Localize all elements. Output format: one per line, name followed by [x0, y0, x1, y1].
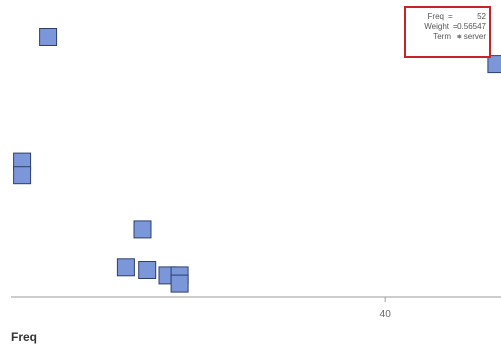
data-point[interactable]	[13, 166, 32, 185]
data-point[interactable]	[133, 220, 152, 239]
tooltip-term-value: + server	[456, 32, 486, 41]
data-point[interactable]	[138, 261, 157, 279]
tooltip-term-key: Term	[433, 32, 451, 41]
tooltip-freq-key: Freq	[427, 12, 444, 21]
x-axis: 40	[11, 296, 501, 320]
point-tooltip: Freq = 52 Weight = 0.56547 Term = + serv…	[404, 6, 491, 58]
points-layer	[13, 28, 501, 293]
data-point[interactable]	[487, 55, 501, 74]
tooltip-row-term: Term = + server	[433, 32, 486, 41]
x-tick-label: 40	[380, 309, 392, 320]
x-axis-title: Freq	[11, 330, 38, 344]
tooltip-weight-value: 0.56547	[457, 22, 486, 31]
data-point[interactable]	[116, 258, 135, 277]
tooltip-freq-value: 52	[477, 12, 486, 21]
tooltip-row-freq: Freq = 52	[427, 12, 486, 21]
data-point[interactable]	[170, 274, 189, 293]
data-point[interactable]	[39, 28, 58, 46]
tooltip-weight-key: Weight	[424, 22, 449, 31]
tooltip-row-weight: Weight = 0.56547	[424, 22, 486, 31]
